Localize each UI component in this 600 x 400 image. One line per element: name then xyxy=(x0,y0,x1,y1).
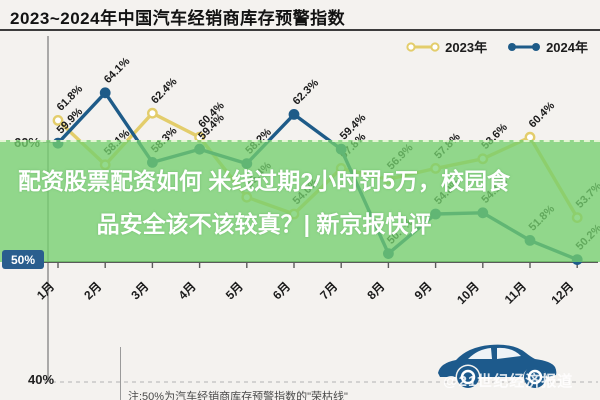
x-axis-month-label: 3月 xyxy=(128,279,151,302)
x-axis-month-label: 2月 xyxy=(81,279,104,302)
data-point-marker xyxy=(288,109,300,120)
x-axis-month-label: 11月 xyxy=(502,279,529,306)
legend-item-2024: 2024年 xyxy=(507,37,588,56)
x-axis-month-label: 1月 xyxy=(34,279,57,302)
watermark-text: @21世纪经济报道 xyxy=(443,373,574,390)
page-title: 2023~2024年中国汽车经销商库存预警指数 xyxy=(10,9,346,28)
data-point-marker xyxy=(146,107,158,119)
x-axis-month-label: 5月 xyxy=(223,279,246,302)
headline-line-2: 品安全该不该较真？| 新京报快评 xyxy=(96,211,432,237)
data-point-label: 64.1% xyxy=(102,55,133,86)
legend-label-2023: 2023年 xyxy=(445,40,488,55)
x-axis-month-label: 7月 xyxy=(317,279,340,302)
data-point-label: 62.3% xyxy=(291,77,322,108)
y-axis-50-percent-badge: 50% xyxy=(2,250,44,269)
car-icon xyxy=(438,344,557,388)
line-marker-2024-icon xyxy=(508,42,541,51)
title-divider xyxy=(0,29,600,31)
x-axis-month-label: 8月 xyxy=(364,279,387,302)
data-point-marker xyxy=(99,87,111,99)
x-axis-month-label: 9月 xyxy=(412,279,435,302)
data-point-label: 61.8% xyxy=(55,83,86,114)
y-axis-40-percent-label: 40% xyxy=(28,372,55,387)
legend-item-2023: 2023年 xyxy=(406,37,487,56)
data-point-marker xyxy=(52,115,64,126)
x-axis-month-label: 4月 xyxy=(176,279,199,302)
legend-label-2024: 2024年 xyxy=(546,40,588,55)
data-point-label: 62.4% xyxy=(149,76,180,107)
footnote-boom-bust: 注:50%为汽车经销商库存预警指数的"荣枯线" xyxy=(128,391,348,400)
line-marker-2023-icon xyxy=(406,41,440,52)
chart-legend: 2023年 2024年 xyxy=(406,37,588,56)
x-axis-month-label: 6月 xyxy=(270,279,293,302)
headline-line-1: 配资股票配资如何 米线过期2小时罚5万，校园食 xyxy=(18,168,510,194)
x-axis-month-label: 12月 xyxy=(548,279,576,307)
x-axis-month-label: 10月 xyxy=(454,279,482,307)
data-point-label: 60.4% xyxy=(527,100,558,131)
headline-overlay-banner: 配资股票配资如何 米线过期2小时罚5万，校园食 品安全该不该较真？| 新京报快评 xyxy=(0,140,600,262)
chart-footnotes: 注:50%为汽车经销商库存预警指数的"荣枯线" 记者:宋豆豆 编辑:张明艳 数据… xyxy=(120,347,422,400)
